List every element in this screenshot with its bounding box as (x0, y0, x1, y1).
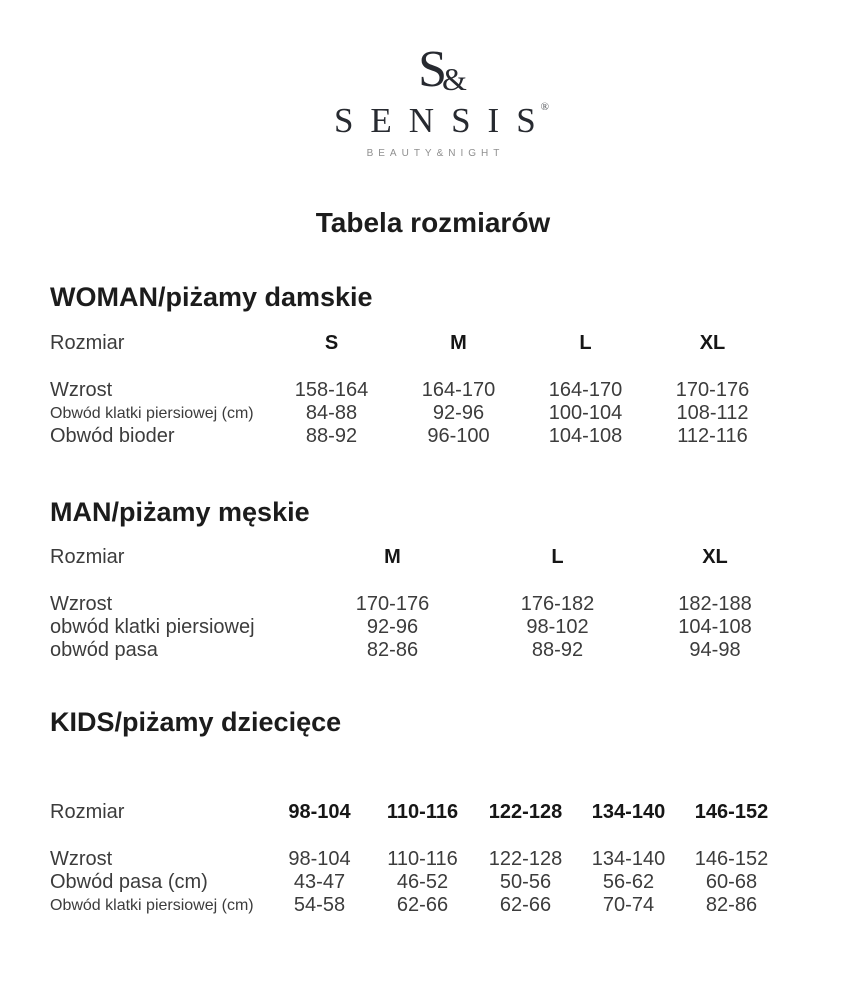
row-label: Obwód bioder (50, 424, 175, 447)
size-value: 56-62 (602, 871, 655, 894)
row-label: Wzrost (50, 848, 113, 871)
section-man: MAN/piżamy męskie Rozmiar M L XL Wzrost 170-17… (50, 496, 866, 663)
column-header: L (551, 546, 564, 569)
size-value: 84-88 (305, 401, 358, 424)
column-header: M (384, 546, 401, 569)
column-header: 98-104 (288, 801, 351, 824)
size-value: 98-104 (288, 848, 351, 871)
registered-trademark-mark: ® (540, 101, 550, 113)
row-label: Wzrost (50, 378, 113, 401)
size-value: 176-182 (520, 593, 595, 616)
size-value: 170-176 (355, 593, 430, 616)
brand-tagline: BEAUTY&NIGHT (366, 148, 505, 159)
row-label: Obwód pasa (cm) (50, 871, 208, 894)
section-kids: KIDS/piżamy dziecięce Rozmiar 98-104 110-11… (50, 708, 866, 917)
row-label: obwód klatki piersiowej (50, 616, 255, 639)
size-value: 164-170 (421, 378, 496, 401)
size-value: 98-102 (526, 616, 589, 639)
size-value: 146-152 (694, 848, 769, 871)
size-value: 110-116 (387, 848, 458, 871)
column-header: XL (702, 546, 728, 569)
size-value: 164-170 (548, 378, 623, 401)
size-value: 104-108 (548, 424, 623, 447)
size-value: 94-98 (689, 639, 741, 662)
size-value: 182-188 (678, 593, 752, 616)
size-value: 82-86 (705, 894, 758, 917)
column-header: M (450, 331, 467, 354)
size-chart-sections: WOMAN/piżamy damskie Rozmiar S M L XL Wzrost 15… (0, 282, 866, 917)
size-value: 50-56 (499, 871, 552, 894)
size-value: 100-104 (548, 401, 623, 424)
size-value: 82-86 (366, 639, 419, 662)
row-label: Wzrost (50, 593, 113, 616)
row-label: obwód pasa (50, 639, 158, 662)
brand-name: SENSIS (333, 101, 553, 140)
column-header: XL (699, 331, 726, 354)
section-heading-man: MAN/piżamy męskie (50, 496, 310, 527)
brand-logo: S& SENSIS® BEAUTY&NIGHT (0, 0, 866, 160)
brand-name-line: SENSIS® (0, 101, 866, 140)
row-label: Obwód klatki piersiowej (cm) (50, 404, 254, 422)
size-table-kids: Rozmiar 98-104 110-116 122-128 134-140 146-15… (50, 801, 866, 917)
row-label: Obwód klatki piersiowej (cm) (50, 897, 254, 915)
size-value: 122-128 (488, 848, 563, 871)
size-value: 112-116 (677, 424, 748, 447)
size-value: 96-100 (427, 424, 490, 447)
size-table-woman: Rozmiar S M L XL Wzrost 158-164 164-170 164-170 1… (50, 332, 866, 448)
size-value: 134-140 (591, 848, 666, 871)
size-column-label: Rozmiar (50, 801, 125, 824)
size-value: 92-96 (366, 616, 419, 639)
size-value: 108-112 (676, 401, 749, 424)
size-value: 46-52 (396, 871, 449, 894)
size-table-man: Rozmiar M L XL Wzrost 170-176 176-182 182-188 ob… (50, 546, 866, 662)
page-title: Tabela rozmiarów (315, 207, 551, 238)
size-value: 170-176 (675, 378, 750, 401)
size-value: 43-47 (293, 871, 346, 894)
column-header: 134-140 (591, 801, 666, 824)
column-header: 110-116 (386, 801, 459, 824)
size-value: 92-96 (432, 401, 485, 424)
size-value: 62-66 (396, 894, 449, 917)
size-value: 62-66 (499, 894, 552, 917)
brand-monogram: S& (24, 44, 866, 96)
section-heading-kids: KIDS/piżamy dziecięce (50, 707, 342, 738)
size-value: 104-108 (678, 616, 752, 639)
monogram-s-letter: S (418, 41, 448, 98)
size-column-label: Rozmiar (50, 331, 125, 354)
size-value: 158-164 (294, 378, 369, 401)
size-value: 88-92 (531, 639, 584, 662)
size-value: 60-68 (705, 871, 758, 894)
column-header: 146-152 (694, 801, 769, 824)
column-header: S (324, 331, 339, 354)
monogram-ampersand: & (442, 61, 467, 97)
size-value: 54-58 (293, 894, 346, 917)
column-header: L (579, 331, 592, 354)
size-value: 88-92 (305, 424, 358, 447)
size-value: 70-74 (602, 894, 655, 917)
size-column-label: Rozmiar (50, 546, 125, 569)
section-heading-woman: WOMAN/piżamy damskie (50, 282, 373, 312)
section-woman: WOMAN/piżamy damskie Rozmiar S M L XL Wzrost 15… (50, 282, 866, 448)
column-header: 122-128 (488, 801, 563, 824)
